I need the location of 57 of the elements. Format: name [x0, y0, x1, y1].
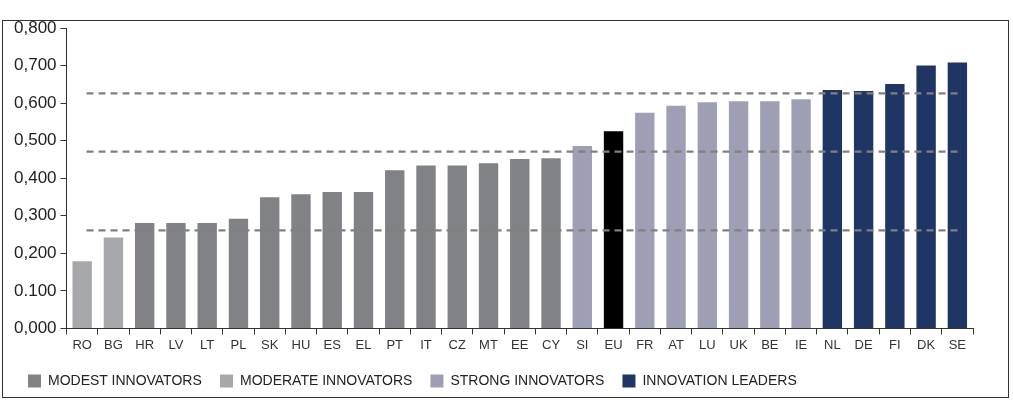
- bar: [572, 145, 592, 328]
- x-tick-label: LV: [168, 336, 184, 352]
- bar: [603, 131, 624, 328]
- x-tick-label: MT: [479, 336, 498, 352]
- x-tick-label: FI: [889, 336, 901, 352]
- x-tick-label: AT: [668, 336, 684, 352]
- x-tick-label: IE: [794, 336, 808, 352]
- x-tick-label: FR: [636, 336, 654, 352]
- x-tick-label: ES: [323, 336, 342, 352]
- x-tick-label: DK: [917, 336, 936, 352]
- bar: [635, 112, 655, 328]
- x-tick-label: LT: [200, 336, 215, 352]
- legend-label: MODERATE INNOVATORS: [240, 371, 413, 388]
- x-tick-label: UK: [729, 336, 748, 352]
- x-tick-label: IT: [420, 336, 432, 352]
- y-tick-label: 0,500: [13, 130, 57, 150]
- x-tick-label: DE: [854, 336, 873, 352]
- bar: [947, 62, 968, 328]
- y-tick-label: 0,600: [13, 92, 57, 112]
- legend-label: STRONG INNOVATORS: [450, 371, 605, 388]
- x-tick-label: RO: [72, 336, 92, 352]
- y-tick-label: 0,400: [13, 167, 57, 187]
- x-tick-label: PL: [230, 336, 247, 352]
- x-tick-label: LU: [699, 336, 716, 352]
- bar: [666, 105, 686, 328]
- x-tick-label: SK: [261, 336, 279, 352]
- x-tick-label: HU: [291, 336, 311, 352]
- x-tick-label: BE: [761, 336, 779, 352]
- y-tick-label: 0,300: [13, 205, 57, 225]
- x-tick-label: EU: [604, 336, 623, 352]
- legend-label: INNOVATION LEADERS: [642, 371, 797, 388]
- bar: [697, 102, 717, 328]
- y-tick-label: 0,000: [13, 318, 57, 338]
- x-tick-label: NL: [824, 336, 841, 352]
- legend-label: MODEST INNOVATORS: [48, 371, 202, 388]
- bar: [853, 91, 874, 328]
- bar: [760, 101, 780, 328]
- x-tick-label: CY: [542, 336, 561, 352]
- y-tick-label: 0,200: [13, 242, 57, 262]
- y-tick-label: 0.100: [13, 280, 57, 300]
- x-tick-label: SE: [948, 336, 967, 352]
- bar: [72, 261, 92, 328]
- bar: [916, 65, 936, 328]
- bar: [885, 83, 905, 328]
- y-tick-label: 0,700: [13, 55, 57, 75]
- bar: [791, 99, 811, 328]
- x-tick-label: CZ: [448, 336, 466, 352]
- x-tick-label: EE: [511, 336, 529, 352]
- x-tick-label: EL: [355, 336, 372, 352]
- x-tick-label: PT: [386, 336, 404, 352]
- x-tick-label: HR: [135, 336, 155, 352]
- bar: [728, 101, 749, 328]
- bar: [103, 237, 124, 328]
- x-tick-label: SI: [576, 336, 589, 352]
- bar: [822, 89, 843, 328]
- x-tick-label: BG: [104, 336, 123, 352]
- y-tick-label: 0,800: [13, 17, 57, 37]
